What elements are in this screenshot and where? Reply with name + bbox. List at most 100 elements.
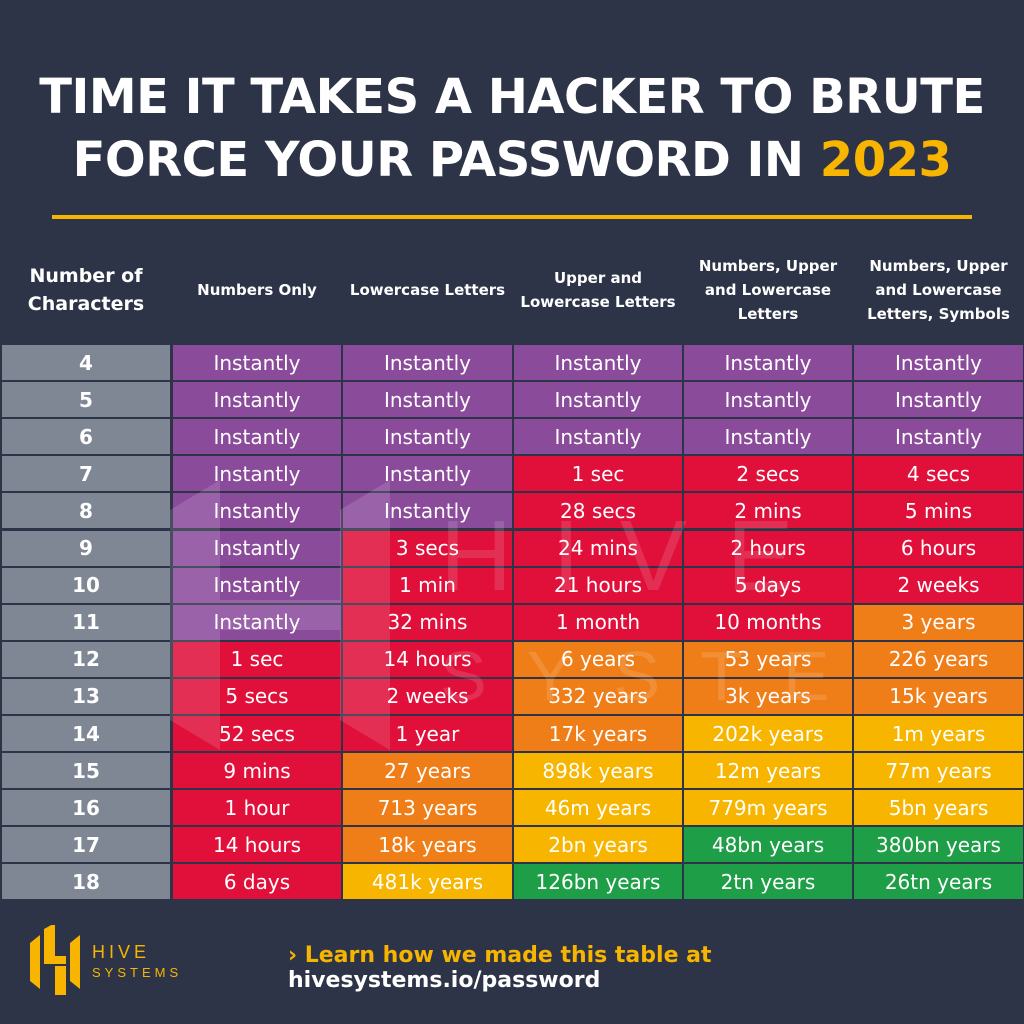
- time-cell: 9 mins: [173, 753, 341, 789]
- table-row: 17 14 hours 18k years 2bn years 48bn years 38…: [0, 827, 1024, 864]
- table-row: 8 Instantly Instantly 28 secs 2 mins 5 mins: [0, 493, 1024, 530]
- time-cell: 32 mins: [343, 604, 512, 640]
- time-cell: 28 secs: [514, 493, 682, 529]
- column-header-label: Numbers Only: [197, 281, 317, 299]
- time-cell: 14 hours: [173, 827, 341, 863]
- time-cell: 77m years: [854, 753, 1023, 789]
- time-cell: Instantly: [173, 530, 341, 566]
- time-cell: 898k years: [514, 753, 682, 789]
- table-row: 10 Instantly 1 min 21 hours 5 days 2 weeks: [0, 567, 1024, 605]
- column-header-label: Lowercase Letters: [349, 281, 506, 299]
- time-cell: Instantly: [173, 567, 341, 603]
- time-cell: 5 days: [684, 567, 852, 603]
- time-cell: 12m years: [684, 753, 852, 789]
- time-cell: 380bn years: [854, 827, 1023, 863]
- character-count-cell: 6: [2, 419, 170, 455]
- time-cell: Instantly: [684, 419, 852, 455]
- time-cell: 4 secs: [854, 456, 1023, 492]
- character-count-cell: 9: [2, 530, 170, 566]
- time-cell: 2 weeks: [854, 567, 1023, 603]
- table-header: Number of Characters Numbers Only Lowercas…: [0, 240, 1024, 340]
- column-header: Lowercase Letters: [342, 240, 513, 340]
- column-header: Numbers, Upper and Lowercase Letters, Sy…: [853, 240, 1024, 340]
- methodology-link[interactable]: › Learn how we made this table at hivesy…: [288, 943, 1024, 993]
- link-prefix: › Learn how we made this table at: [288, 943, 712, 968]
- logo-text-systems: SYSTEMS: [92, 965, 182, 980]
- time-cell: 10 months: [684, 604, 852, 640]
- time-cell: Instantly: [854, 382, 1023, 418]
- table-row: 13 5 secs 2 weeks 332 years 3k years 15k year…: [0, 678, 1024, 716]
- time-cell: Instantly: [173, 419, 341, 455]
- time-cell: Instantly: [514, 419, 682, 455]
- character-count-cell: 13: [2, 678, 170, 714]
- character-count-cell: 10: [2, 567, 170, 603]
- time-cell: 52 secs: [173, 716, 341, 751]
- character-count-cell: 7: [2, 456, 170, 492]
- time-cell: 26tn years: [854, 864, 1023, 900]
- title-line-2: FORCE YOUR PASSWORD IN 2023: [0, 129, 1024, 192]
- time-cell: 1 year: [343, 716, 512, 751]
- time-cell: Instantly: [173, 345, 341, 380]
- time-cell: Instantly: [173, 604, 341, 640]
- time-cell: Instantly: [684, 345, 852, 380]
- time-cell: 48bn years: [684, 827, 852, 863]
- character-count-cell: 11: [2, 604, 170, 640]
- table-row: 15 9 mins 27 years 898k years 12m years 77m y…: [0, 753, 1024, 790]
- time-cell: 27 years: [343, 753, 512, 789]
- hive-logo-icon: HIVE SYSTEMS: [30, 923, 182, 1001]
- time-cell: 3 secs: [343, 530, 512, 566]
- character-count-cell: 18: [2, 864, 170, 900]
- time-cell: 2bn years: [514, 827, 682, 863]
- time-cell: 6 hours: [854, 530, 1023, 566]
- time-cell: 5bn years: [854, 790, 1023, 826]
- time-cell: Instantly: [854, 345, 1023, 380]
- character-count-cell: 15: [2, 753, 170, 789]
- time-cell: Instantly: [343, 456, 512, 492]
- time-cell: 6 years: [514, 641, 682, 677]
- time-cell: 1m years: [854, 716, 1023, 751]
- column-header: Upper and Lowercase Letters: [513, 240, 683, 340]
- table-row: 18 6 days 481k years 126bn years 2tn years 26…: [0, 864, 1024, 901]
- character-count-cell: 16: [2, 790, 170, 826]
- time-cell: 2 secs: [684, 456, 852, 492]
- column-header-label: Upper and Lowercase Letters: [520, 269, 676, 311]
- time-cell: Instantly: [173, 493, 341, 529]
- table-row: 11 Instantly 32 mins 1 month 10 months 3 year…: [0, 604, 1024, 642]
- column-header: Number of Characters: [0, 240, 172, 340]
- time-cell: 126bn years: [514, 864, 682, 900]
- time-cell: 2 weeks: [343, 678, 512, 714]
- time-cell: 5 secs: [173, 678, 341, 714]
- table-row: 16 1 hour 713 years 46m years 779m years 5bn …: [0, 790, 1024, 827]
- column-header: Numbers, Upper and Lowercase Letters: [683, 240, 853, 340]
- time-cell: 21 hours: [514, 567, 682, 603]
- title-line-1: TIME IT TAKES A HACKER TO BRUTE: [39, 69, 985, 125]
- character-count-cell: 12: [2, 641, 170, 677]
- logo-text-hive: HIVE: [92, 942, 150, 962]
- character-count-cell: 5: [2, 382, 170, 418]
- time-cell: 15k years: [854, 678, 1023, 714]
- time-cell: Instantly: [684, 382, 852, 418]
- time-cell: Instantly: [343, 345, 512, 380]
- column-header-label: Number of Characters: [27, 265, 145, 315]
- character-count-cell: 17: [2, 827, 170, 863]
- time-cell: 2tn years: [684, 864, 852, 900]
- time-cell: 332 years: [514, 678, 682, 714]
- time-cell: 481k years: [343, 864, 512, 900]
- time-cell: 1 sec: [514, 456, 682, 492]
- time-cell: 202k years: [684, 716, 852, 751]
- time-cell: Instantly: [343, 419, 512, 455]
- time-cell: 17k years: [514, 716, 682, 751]
- time-cell: Instantly: [343, 382, 512, 418]
- time-cell: 3 years: [854, 604, 1023, 640]
- time-cell: Instantly: [514, 382, 682, 418]
- time-cell: 2 mins: [684, 493, 852, 529]
- link-url[interactable]: hivesystems.io/password: [288, 968, 601, 993]
- table-row: 9 Instantly 3 secs 24 mins 2 hours 6 hours: [0, 530, 1024, 568]
- time-cell: Instantly: [514, 345, 682, 380]
- table-row: 4 Instantly Instantly Instantly Instantly Ins…: [0, 345, 1024, 382]
- time-cell: 14 hours: [343, 641, 512, 677]
- time-cell: 46m years: [514, 790, 682, 826]
- column-header-label: Numbers, Upper and Lowercase Letters: [698, 257, 838, 323]
- time-cell: 713 years: [343, 790, 512, 826]
- time-cell: 1 month: [514, 604, 682, 640]
